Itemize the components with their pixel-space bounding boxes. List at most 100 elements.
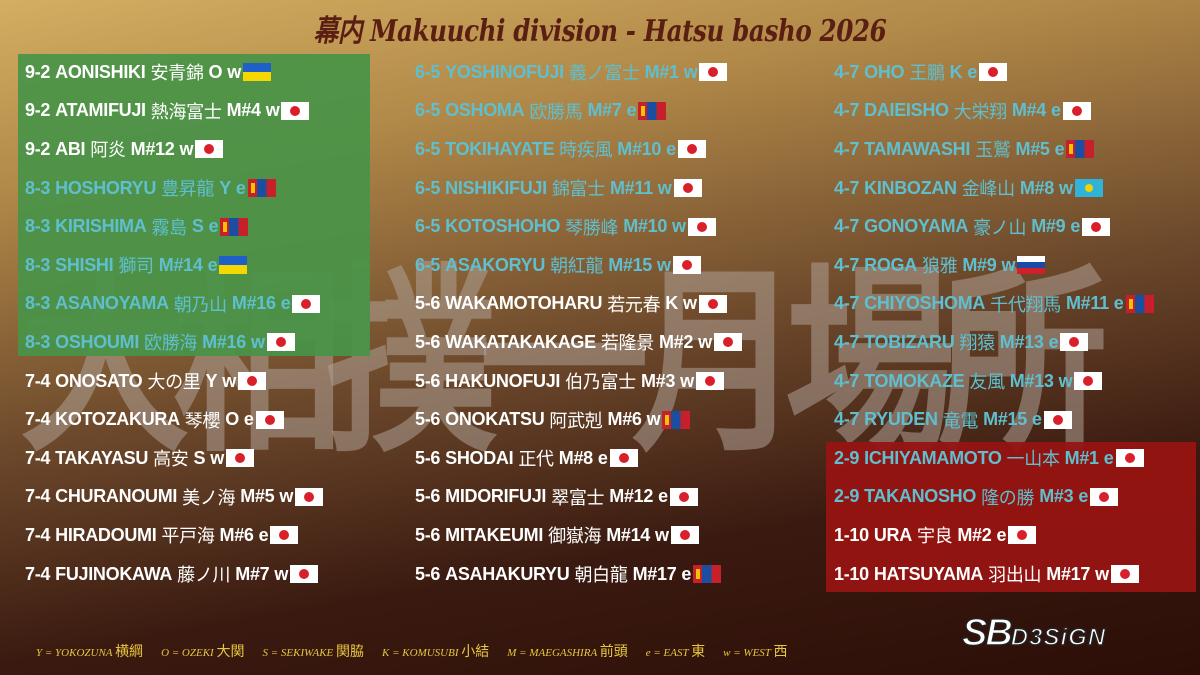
- wrestler-record: 4-7: [834, 293, 860, 314]
- wrestler-side: w: [1058, 177, 1073, 198]
- flag-mongolia-icon: [693, 565, 722, 584]
- legend-abbr: M = MAEGASHIRA: [507, 647, 597, 659]
- wrestler-name: ASAHAKURYU: [445, 563, 570, 584]
- wrestler-rank: Y: [219, 177, 231, 198]
- wrestler-name: KIRISHIMA: [55, 216, 147, 237]
- wrestler-name: OSHOUMI: [55, 331, 140, 352]
- wrestler-name: OSHOMA: [445, 100, 525, 121]
- wrestler-side: e: [280, 293, 291, 314]
- wrestler-record: 1-10: [834, 524, 869, 545]
- wrestler-record: 2-9: [834, 486, 860, 507]
- wrestler-side: e: [658, 486, 668, 507]
- wrestler-rank: M#11: [609, 177, 653, 198]
- wrestler-rank: O: [208, 61, 223, 82]
- wrestler-kanji: 豊昇龍: [161, 179, 215, 200]
- flag-russia-icon: [1017, 256, 1046, 275]
- wrestler-side: e: [1070, 216, 1081, 237]
- wrestler-name: MIDORIFUJI: [445, 486, 547, 507]
- wrestler-row: 8-3 SHISHI 獅司 M#14 e: [25, 246, 323, 285]
- flag-japan-icon: [699, 63, 728, 82]
- wrestler-rank: S: [193, 447, 206, 468]
- wrestler-row: 8-3 OSHOUMI 欧勝海 M#16 w: [25, 323, 323, 362]
- wrestler-kanji: 美ノ海: [182, 487, 236, 508]
- wrestler-record: 4-7: [834, 177, 860, 198]
- wrestler-rank: M#1: [1064, 447, 1099, 468]
- wrestler-row: 5-6 ASAHAKURYU 朝白龍 M#17 e: [415, 555, 742, 594]
- flag-japan-icon: [281, 101, 310, 120]
- wrestler-record: 6-5: [415, 61, 441, 82]
- wrestler-rank: M#14: [158, 254, 203, 275]
- legend-kanji: 東: [691, 644, 706, 660]
- legend-item: S = SEKIWAKE 関脇: [262, 644, 364, 660]
- wrestler-row: 1-10 HATSUYAMA 羽出山 M#17 w: [834, 555, 1154, 594]
- wrestler-rank: M#4: [226, 100, 261, 121]
- wrestler-row: 6-5 YOSHINOFUJI 義ノ富士 M#1 w: [415, 53, 742, 92]
- flag-japan-icon: [695, 372, 724, 391]
- flag-kazakhstan-icon: [1074, 179, 1103, 198]
- wrestler-name: RYUDEN: [864, 409, 938, 430]
- legend-abbr: w = WEST: [723, 647, 771, 659]
- wrestler-kanji: 宇良: [916, 526, 953, 547]
- wrestler-kanji: 羽出山: [988, 565, 1042, 586]
- wrestler-side: e: [207, 254, 218, 275]
- wrestler-name: FUJINOKAWA: [55, 563, 173, 584]
- wrestler-kanji: 若元春: [607, 294, 661, 315]
- wrestler-row: 9-2 ATAMIFUJI 熱海富士 M#4 w: [25, 92, 323, 131]
- legend-kanji: 大関: [216, 644, 245, 660]
- wrestler-rank: M#4: [1011, 100, 1046, 121]
- wrestler-name: HATSUYAMA: [873, 563, 984, 584]
- flag-japan-icon: [270, 526, 299, 545]
- wrestler-record: 6-5: [415, 216, 441, 237]
- flag-mongolia-icon: [662, 410, 691, 429]
- wrestler-name: TAKAYASU: [55, 447, 149, 468]
- page-title: 幕内 Makuuchi division - Hatsu basho 2026: [313, 14, 887, 49]
- wrestler-rank: M#3: [1039, 486, 1074, 507]
- wrestler-record: 5-6: [415, 409, 441, 430]
- wrestler-rank: K: [949, 61, 963, 82]
- wrestler-kanji: 千代翔馬: [990, 294, 1061, 315]
- wrestler-side: e: [996, 524, 1007, 545]
- wrestler-side: w: [250, 331, 265, 352]
- wrestler-rank: M#3: [640, 370, 676, 391]
- wrestler-rank: M#13: [1009, 370, 1054, 391]
- wrestler-rank: O: [225, 409, 239, 430]
- wrestler-name: TAMAWASHI: [864, 138, 971, 159]
- wrestler-side: e: [1050, 100, 1061, 121]
- wrestler-row: 6-5 KOTOSHOHO 琴勝峰 M#10 w: [415, 207, 742, 246]
- wrestler-name: HIRADOUMI: [55, 524, 157, 545]
- wrestler-rank: M#5: [1015, 138, 1050, 159]
- wrestler-name: KINBOZAN: [864, 177, 957, 198]
- wrestler-kanji: 霧島: [151, 217, 187, 238]
- flag-japan-icon: [979, 63, 1008, 82]
- wrestler-row: 5-6 ONOKATSU 阿武剋 M#6 w: [415, 400, 742, 439]
- wrestler-rank: M#7: [235, 563, 270, 584]
- wrestler-record: 4-7: [834, 216, 860, 237]
- wrestler-row: 9-2 ABI 阿炎 M#12 w: [25, 130, 323, 169]
- wrestler-row: 4-7 RYUDEN 竜電 M#15 e: [834, 400, 1154, 439]
- wrestler-rank: M#13: [999, 331, 1044, 352]
- wrestler-record: 9-2: [25, 100, 51, 121]
- wrestler-kanji: 御嶽海: [548, 526, 602, 547]
- wrestler-name: KOTOSHOHO: [445, 216, 561, 237]
- legend-abbr: e = EAST: [645, 647, 689, 659]
- legend-item: O = OZEKI 大関: [161, 644, 245, 660]
- wrestler-record: 4-7: [834, 138, 860, 159]
- flag-japan-icon: [1060, 333, 1089, 352]
- wrestler-kanji: 豪ノ山: [973, 217, 1027, 238]
- wrestler-record: 9-2: [25, 61, 51, 82]
- wrestler-row: 7-4 FUJINOKAWA 藤ノ川 M#7 w: [25, 555, 323, 594]
- wrestler-row: 1-10 URA 宇良 M#2 e: [834, 516, 1154, 555]
- wrestler-side: e: [1054, 138, 1065, 159]
- wrestler-side: w: [1001, 254, 1016, 275]
- wrestler-rank: M#12: [130, 138, 175, 159]
- wrestler-record: 9-2: [25, 138, 51, 159]
- wrestler-row: 5-6 MITAKEUMI 御嶽海 M#14 w: [415, 516, 742, 555]
- wrestler-name: TOMOKAZE: [864, 370, 965, 391]
- wrestler-row: 5-6 SHODAI 正代 M#8 e: [415, 439, 742, 478]
- wrestler-kanji: 欧勝馬: [529, 101, 583, 122]
- flag-japan-icon: [1074, 372, 1103, 391]
